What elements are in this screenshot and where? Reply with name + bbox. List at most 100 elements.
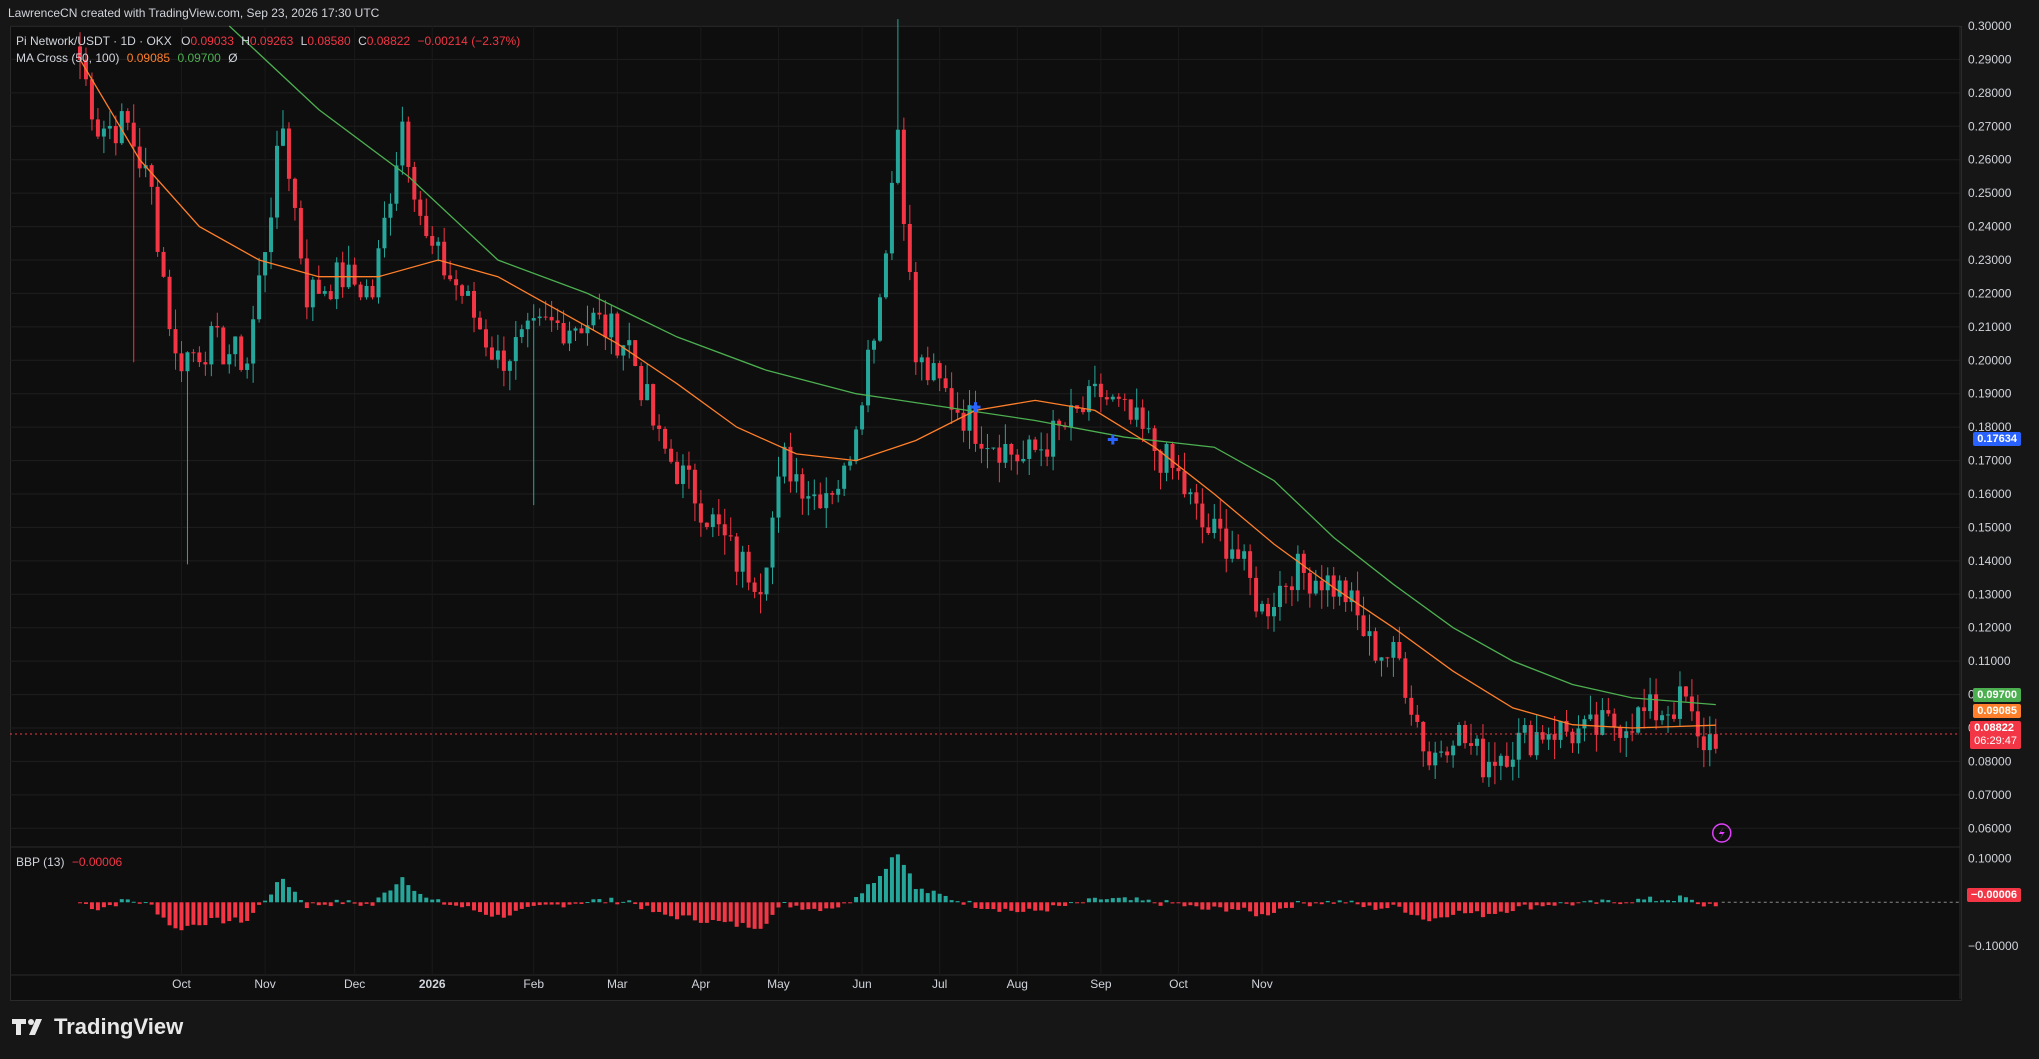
bbp-legend[interactable]: BBP (13) −0.00006: [16, 855, 122, 869]
candle-body: [1212, 518, 1217, 534]
candle-body: [848, 461, 853, 466]
candle-body: [394, 165, 399, 204]
candle-body: [531, 318, 536, 321]
bbp-bar: [746, 902, 751, 928]
tradingview-logo[interactable]: TradingView: [12, 1014, 183, 1040]
bbp-bar: [1510, 902, 1515, 912]
candle-body: [585, 325, 590, 334]
candle-body: [675, 461, 679, 484]
y-tick-label: 0.26000: [1968, 153, 2012, 167]
candle-body: [722, 524, 727, 536]
bbp-bar: [233, 902, 238, 918]
high-label: H: [241, 34, 250, 48]
bbp-bar: [483, 902, 488, 915]
candle-body: [1612, 713, 1617, 728]
candle-body: [1009, 444, 1014, 455]
bbp-bar: [394, 884, 399, 903]
candle-body: [525, 320, 530, 330]
candle-body: [137, 146, 142, 169]
candle-body: [1421, 721, 1426, 752]
candle-body: [889, 182, 894, 254]
candle-body: [716, 514, 721, 525]
candle-body: [1128, 399, 1133, 420]
y-tick-label: 0.17000: [1968, 454, 2012, 468]
ma-cross-marker: [970, 402, 981, 413]
bbp-bar: [1576, 902, 1581, 904]
bbp-bar: [495, 902, 500, 915]
bbp-bar: [1624, 902, 1629, 904]
bbp-bar: [1630, 902, 1635, 904]
candle-body: [155, 186, 160, 252]
candle-body: [1492, 761, 1497, 766]
candle-body: [1349, 590, 1354, 603]
bbp-bar: [877, 875, 882, 903]
bbp-bar: [1176, 902, 1181, 904]
bbp-bar: [519, 902, 524, 909]
candle-body: [579, 328, 584, 334]
candle-body: [418, 199, 423, 216]
candle-body: [764, 567, 769, 595]
bbp-bar: [1212, 902, 1217, 907]
bbp-bar: [860, 893, 865, 903]
bbp-bar: [1242, 902, 1247, 908]
candle-body: [985, 448, 990, 450]
candle-body: [1260, 603, 1265, 612]
bbp-bar: [758, 902, 763, 929]
y-tick-label: 0.21000: [1968, 320, 2012, 334]
ma50-price-tag: 0.09085: [1973, 704, 2021, 718]
bbp-bar: [1361, 902, 1366, 908]
bbp-bar: [1588, 900, 1593, 903]
bbp-bar: [239, 902, 244, 923]
candle-body: [203, 362, 208, 365]
bbp-bar: [716, 902, 721, 921]
candle-body: [1307, 572, 1312, 594]
bbp-value: −0.00006: [71, 855, 123, 869]
bbp-bar: [1343, 902, 1348, 904]
candle-body: [1397, 641, 1402, 659]
candle-body: [1254, 577, 1259, 612]
bbp-bar: [257, 902, 262, 905]
candle-body: [388, 203, 393, 218]
ma-legend[interactable]: MA Cross (50, 100) 0.09085 0.09700 Ø: [16, 51, 238, 65]
ma100-line: [228, 25, 1716, 706]
candle-body: [639, 365, 644, 401]
candle-body: [1200, 503, 1205, 528]
bbp-bar: [579, 902, 584, 904]
candle-body: [651, 384, 656, 426]
bbp-bar: [770, 902, 775, 915]
candle-body: [131, 122, 136, 147]
bbp-bar: [1134, 897, 1139, 903]
candle-body: [1534, 732, 1539, 756]
candle-body: [931, 363, 936, 381]
bbp-bar: [979, 902, 984, 909]
bbp-bar: [883, 868, 888, 903]
bbp-bar: [895, 854, 900, 903]
bbp-bar: [925, 893, 930, 903]
ohlc-legend: Pi Network/USDT · 1D · OKX O0.09033 H0.0…: [16, 34, 520, 48]
symbol-label[interactable]: Pi Network/USDT · 1D · OKX: [16, 34, 172, 48]
bbp-bar: [997, 902, 1002, 912]
candle-body: [788, 446, 793, 482]
candle-body: [752, 582, 757, 592]
candle-body: [1480, 738, 1485, 778]
bbp-bar: [1104, 899, 1109, 903]
bbp-bar: [1397, 902, 1402, 907]
low-value: 0.08580: [307, 34, 351, 48]
bbp-bar: [340, 902, 345, 905]
candle-body: [1660, 715, 1665, 721]
candle-body: [645, 384, 650, 401]
bbp-bar: [943, 895, 948, 903]
bbp-bar: [430, 899, 435, 903]
bbp-bar: [131, 901, 136, 903]
ma100-price-tag: 0.09700: [1973, 688, 2021, 702]
candle-body: [991, 447, 996, 449]
bbp-bar: [561, 902, 566, 908]
y-tick-label: 0.28000: [1968, 86, 2012, 100]
open-label: O: [181, 34, 191, 48]
chart-area[interactable]: [10, 26, 1962, 1001]
y-tick-label: 0.23000: [1968, 253, 2012, 267]
candle-body: [1266, 603, 1271, 617]
bbp-title: BBP (13): [16, 855, 65, 869]
bbp-bar: [1427, 902, 1432, 922]
